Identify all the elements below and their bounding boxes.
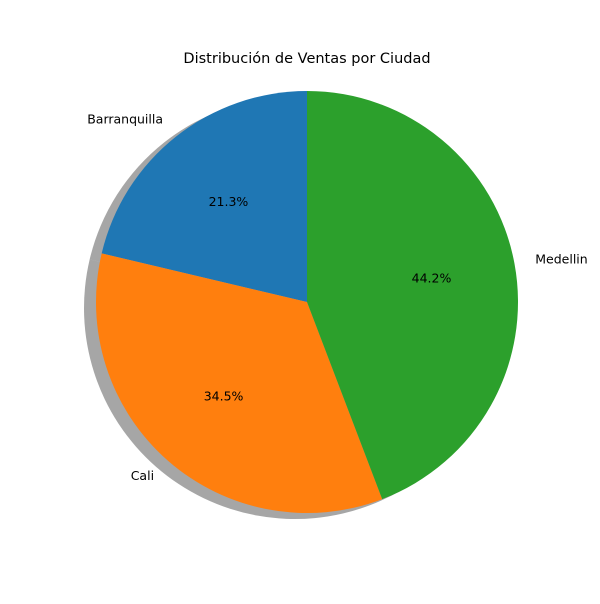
pie-label-cali: Cali (131, 468, 154, 483)
pie-slices (96, 91, 519, 514)
pie-percent-medellin: 44.2% (412, 271, 452, 286)
pie-labels: Barranquilla 21.3% Cali 34.5% Medellin 44.2% (87, 111, 588, 483)
pie-label-medellin: Medellin (535, 251, 587, 266)
chart-title: Distribución de Ventas por Ciudad (183, 51, 430, 67)
pie-slice-barranquilla (101, 91, 308, 302)
pie-percent-cali: 34.5% (204, 389, 244, 404)
pie-percent-barranquilla: 21.3% (209, 194, 249, 209)
pie-slice-cali (96, 253, 383, 514)
pie-slice-medellin (307, 91, 519, 500)
pie-label-barranquilla: Barranquilla (87, 111, 163, 126)
